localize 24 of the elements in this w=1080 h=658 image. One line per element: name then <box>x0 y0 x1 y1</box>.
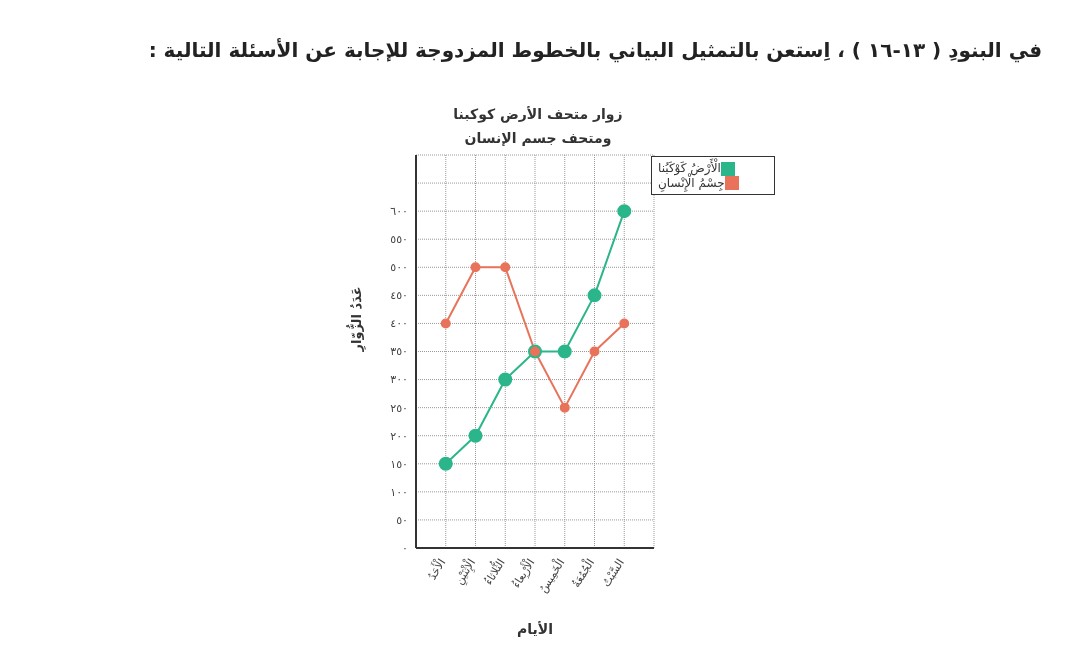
x-tick-label: السَّبْتُ <box>599 556 627 590</box>
y-tick-label: ٥٠٠ <box>390 261 408 275</box>
text: في البنودِ ( ١٣-١٦ ) ، اِستعن بالتمثيل البياني بالخطوط المزدوجة للإجابة عن الأسئلة التالية : <box>148 38 1042 62</box>
y-axis-title: عَدَدُ الزُّوّارِ <box>345 286 367 353</box>
x-tick-label: الْإِثْنَيْنِ <box>450 555 480 589</box>
y-tick-label: ٣٥٠ <box>390 345 408 359</box>
chart-subtitle: ومتحف جسم الإنسان <box>463 129 613 149</box>
x-tick-label: الْأَحَدُ <box>423 555 449 583</box>
y-tick-label: ٥٠ <box>396 513 408 527</box>
y-tick-label: ١٥٠ <box>390 457 408 471</box>
y-tick-label: ٤٥٠ <box>390 289 408 303</box>
x-tick-label: الْجُمُعَةُ <box>567 555 598 590</box>
y-tick-label: ٤٠٠ <box>390 317 408 331</box>
y-tick-label: ٥٥٠ <box>390 233 408 247</box>
x-axis-title: الأيام <box>517 621 553 637</box>
chart-title: زوار متحف الأرض كوكبنا <box>452 105 624 125</box>
y-tick-label: ٦٠٠ <box>390 205 408 219</box>
y-tick-label: ٣٠٠ <box>390 373 408 387</box>
x-tick-label: الثُّلاثاءُ <box>478 554 508 588</box>
y-tick-label: ١٠٠ <box>390 485 408 499</box>
y-tick-label: ٠ <box>402 541 408 555</box>
legend-label: جِسْمُ الْإِنْسانِ <box>658 175 725 190</box>
y-tick-label: ٢٠٠ <box>390 429 408 443</box>
y-tick-label: ٢٥٠ <box>390 401 408 415</box>
